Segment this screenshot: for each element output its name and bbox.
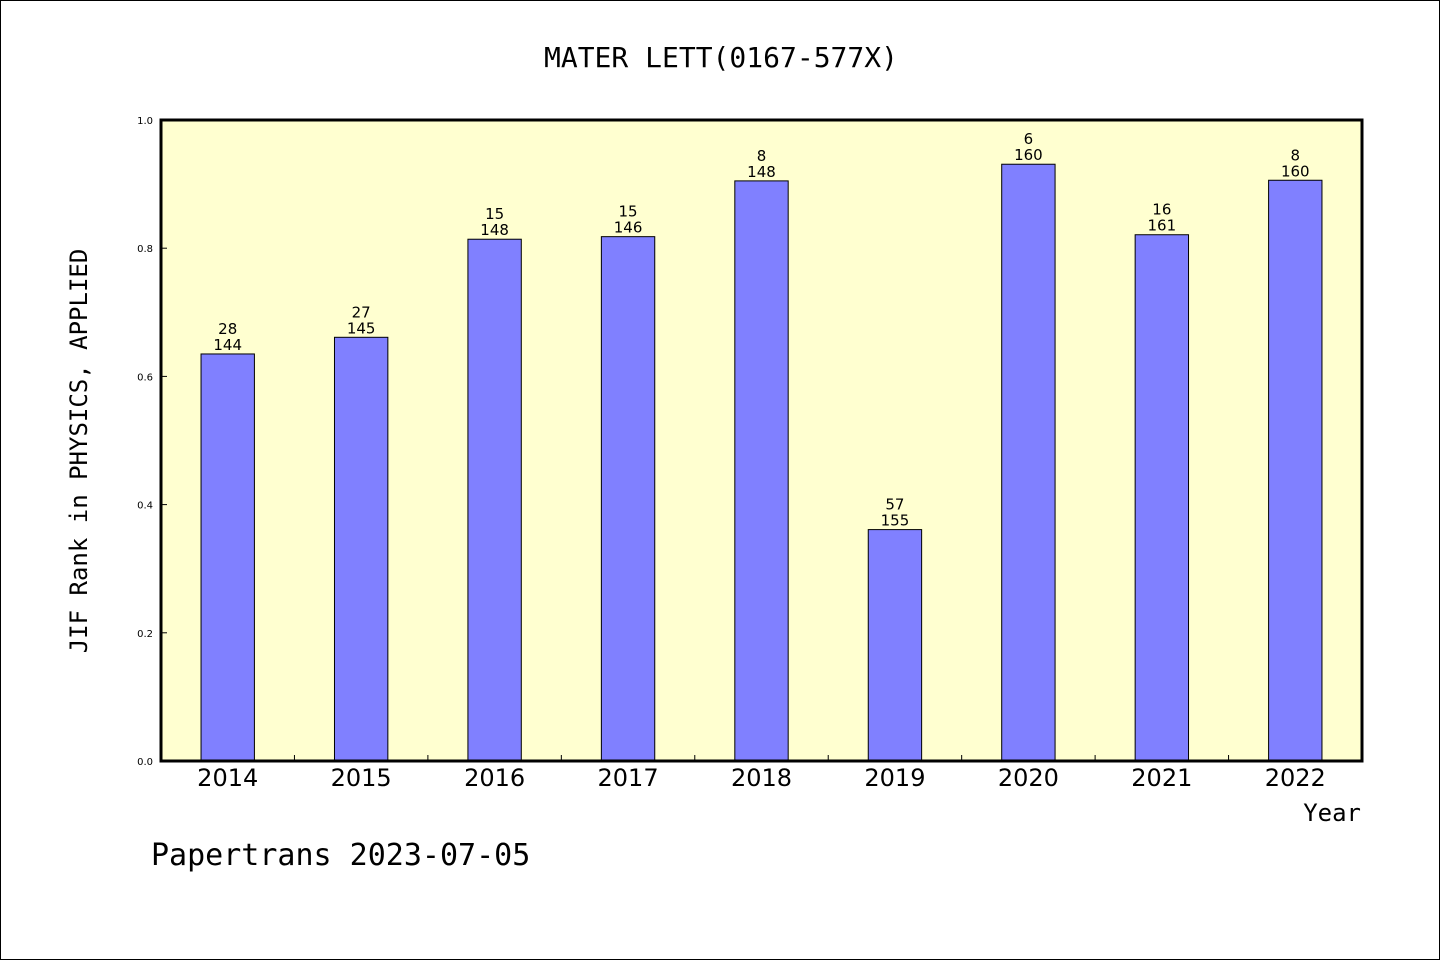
bar-2018 bbox=[734, 180, 789, 762]
footer-credit: Papertrans 2023-07-05 bbox=[151, 838, 530, 873]
bars-group bbox=[200, 163, 1323, 762]
bar-total-label: 144 bbox=[213, 336, 242, 354]
bar-2019 bbox=[867, 529, 923, 762]
y-tick-label: 0.6 bbox=[137, 372, 153, 383]
bar-rank-label: 15 bbox=[619, 203, 638, 221]
bar-total-label: 146 bbox=[614, 219, 643, 237]
bar-2022 bbox=[1268, 179, 1323, 762]
y-tick-label: 0.0 bbox=[137, 757, 153, 768]
bar-rank-label: 8 bbox=[757, 147, 767, 165]
x-tick-label: 2018 bbox=[731, 764, 792, 792]
bar-rank-label: 57 bbox=[885, 496, 904, 514]
bar-rank-label: 28 bbox=[218, 320, 237, 338]
bar-2014 bbox=[200, 353, 255, 762]
x-tick-label: 2022 bbox=[1265, 764, 1326, 792]
bar-rank-label: 16 bbox=[1152, 201, 1171, 219]
x-tick-label: 2014 bbox=[197, 764, 258, 792]
bar-rank-label: 15 bbox=[485, 205, 504, 223]
x-tick-label: 2021 bbox=[1131, 764, 1192, 792]
x-tick-label: 2015 bbox=[331, 764, 392, 792]
bar-total-label: 148 bbox=[747, 163, 776, 181]
bar-total-label: 161 bbox=[1148, 217, 1177, 235]
bar-2017 bbox=[600, 236, 656, 762]
bar-total-label: 160 bbox=[1281, 162, 1310, 180]
x-tick-label: 2019 bbox=[864, 764, 925, 792]
bar-2021 bbox=[1134, 234, 1190, 762]
x-axis-label: Year bbox=[1303, 799, 1361, 827]
bar-rank-label: 8 bbox=[1291, 146, 1301, 164]
bar-2020 bbox=[1001, 163, 1056, 762]
bar-2015 bbox=[333, 336, 389, 762]
bar-total-label: 160 bbox=[1014, 146, 1043, 164]
x-tick-label: 2020 bbox=[998, 764, 1059, 792]
bar-2016 bbox=[467, 238, 522, 762]
data-labels-group: 2814427145151481514681485715561601616181… bbox=[213, 130, 1309, 529]
y-tick-label: 0.2 bbox=[137, 629, 153, 640]
plot-border bbox=[159, 118, 1364, 763]
bar-total-label: 148 bbox=[480, 221, 509, 239]
bar-rank-label: 6 bbox=[1024, 130, 1034, 148]
x-axis-ticks: 2014 2015 2016 2017 2018 2019 2020 2021 2022 bbox=[197, 755, 1326, 792]
y-axis-label: JIF Rank in PHYSICS, APPLIED bbox=[65, 249, 93, 654]
bar-total-label: 155 bbox=[881, 512, 910, 530]
bar-total-label: 145 bbox=[347, 319, 376, 337]
chart-title: MATER LETT(0167-577X) bbox=[544, 41, 898, 74]
y-tick-label: 0.4 bbox=[137, 501, 153, 512]
y-tick-label: 0.8 bbox=[137, 244, 153, 255]
bar-rank-label: 27 bbox=[352, 303, 371, 321]
x-tick-label: 2017 bbox=[598, 764, 659, 792]
y-tick-label: 1.0 bbox=[137, 116, 153, 127]
x-tick-label: 2016 bbox=[464, 764, 525, 792]
